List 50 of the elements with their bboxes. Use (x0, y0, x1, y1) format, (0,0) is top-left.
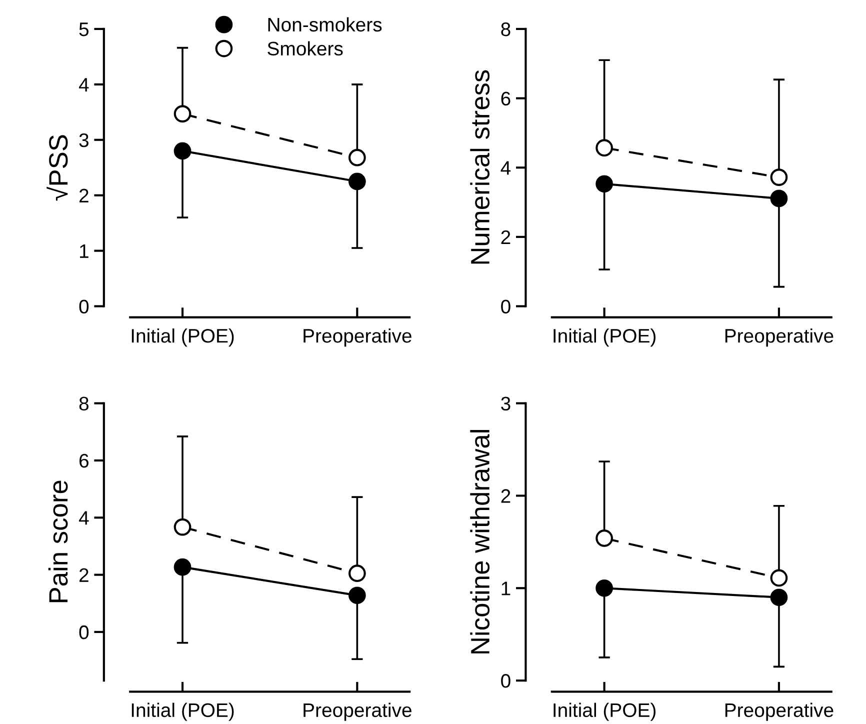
x-tick-label: Preoperative (725, 702, 834, 721)
y-tick-label: 3 (79, 133, 88, 148)
y-tick-label: 0 (501, 300, 510, 314)
y-tick-label: 3 (501, 396, 510, 411)
point (770, 168, 788, 186)
y-tick-label: 6 (501, 92, 510, 106)
x-tick-label: Initial (POE) (554, 328, 656, 347)
point (596, 530, 613, 547)
y-tick-label: 4 (500, 161, 511, 175)
y-tick-label: 0 (501, 674, 510, 688)
y-tick-label: 4 (78, 511, 89, 525)
point (770, 569, 788, 587)
x-tick-label: Initial (POE) (132, 328, 234, 347)
y-tick-label: 8 (79, 396, 88, 411)
point (174, 558, 192, 576)
point (770, 588, 788, 606)
y-axis-title: Pain score (48, 480, 68, 602)
x-tick-label: Initial (POE) (554, 702, 656, 721)
legend-label: Non-smokers (268, 17, 382, 32)
y-tick-label: 2 (80, 568, 88, 582)
point (174, 518, 192, 536)
point (348, 172, 366, 190)
point (770, 190, 788, 208)
legend-label: Smokers (268, 41, 343, 56)
y-tick-label: 8 (501, 22, 510, 36)
y-tick-label: 6 (80, 454, 88, 468)
x-tick-label: Preoperative (304, 328, 412, 347)
point (596, 175, 613, 193)
point (174, 142, 192, 160)
y-axis-title: Numerical stress (470, 70, 490, 264)
point (596, 139, 613, 157)
point (348, 586, 366, 604)
y-tick-label: 1 (502, 582, 510, 596)
point (174, 105, 192, 122)
point (348, 564, 366, 582)
point (596, 579, 613, 597)
y-axis-title: Nicotine withdrawal (470, 430, 490, 654)
x-tick-label: Initial (POE) (132, 702, 234, 721)
y-tick-label: 0 (79, 300, 89, 314)
y-axis-title: √PSS (46, 135, 68, 201)
x-tick-label: Preoperative (725, 328, 834, 347)
y-tick-label: 1 (80, 244, 88, 258)
y-tick-label: 2 (80, 188, 88, 202)
y-tick-label: 0 (79, 625, 89, 640)
x-tick-label: Preoperative (304, 702, 412, 721)
y-tick-label: 5 (79, 22, 89, 36)
y-tick-label: 2 (501, 489, 510, 503)
y-tick-label: 2 (501, 230, 510, 244)
point (348, 148, 366, 166)
y-tick-label: 4 (78, 78, 89, 92)
